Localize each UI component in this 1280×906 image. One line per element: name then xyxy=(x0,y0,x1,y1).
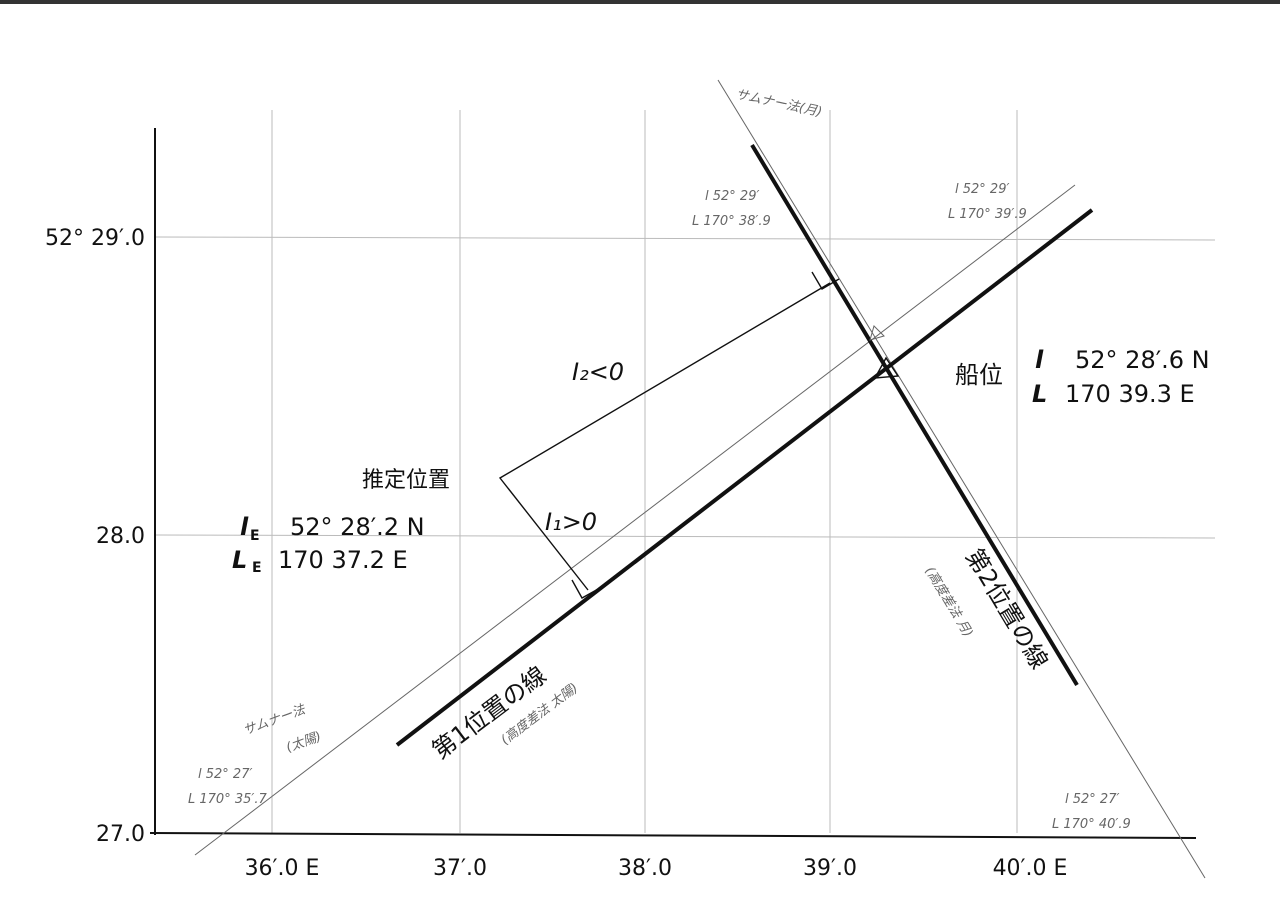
y-label: 52° 29′.0 xyxy=(45,226,145,251)
note: L 170° 38′.9 xyxy=(692,214,771,229)
grid xyxy=(154,110,1216,833)
note: l 52° 29′ xyxy=(705,189,759,204)
intercept: I₁>0 xyxy=(545,508,597,536)
symbol: L xyxy=(232,546,247,574)
note: L 170° 39′.9 xyxy=(948,207,1027,222)
note: L 170° 40′.9 xyxy=(1052,817,1131,832)
intercept: I₂<0 xyxy=(572,358,624,386)
estimated-label: 推定位置 xyxy=(362,468,450,493)
lines xyxy=(194,79,1206,879)
note: l 52° 29′ xyxy=(955,182,1009,197)
est-lat: 52° 28′.2 N xyxy=(290,513,425,541)
y-label: 28.0 xyxy=(96,524,145,549)
x-axis xyxy=(149,832,1197,839)
symbol: l xyxy=(1035,346,1044,374)
symbol: l xyxy=(240,513,249,541)
ship-lon: 170 39.3 E xyxy=(1065,380,1195,408)
est-lon: 170 37.2 E xyxy=(278,546,408,574)
symbol: E xyxy=(252,560,262,576)
lop-label: 第2位置の線 xyxy=(960,544,1054,674)
top-border xyxy=(0,0,1280,4)
note: サムナー法 xyxy=(241,702,308,739)
note: L 170° 35′.7 xyxy=(188,792,267,807)
x-label: 38′.0 xyxy=(618,856,672,881)
x-label: 39′.0 xyxy=(803,856,857,881)
x-label: 36′.0 E xyxy=(245,856,320,881)
x-label: 40′.0 E xyxy=(993,856,1068,881)
sumner-moon: サムナー法(月) xyxy=(734,87,823,120)
ship-label: 船位 xyxy=(955,361,1003,389)
note: l 52° 27′ xyxy=(1065,792,1119,807)
annotation: l 52° 29′ L 170° 38′.9 l 52° 29′ L 170° … xyxy=(188,182,1131,832)
symbol: E xyxy=(250,528,260,544)
x-label: 37′.0 xyxy=(433,856,487,881)
ship-lat: 52° 28′.6 N xyxy=(1075,346,1210,374)
lop-method: (高度差法 月) xyxy=(922,564,976,640)
symbol: L xyxy=(1032,380,1047,408)
y-label: 27.0 xyxy=(96,822,145,847)
note: l 52° 27′ xyxy=(198,767,252,782)
note: (太陽) xyxy=(284,729,323,755)
